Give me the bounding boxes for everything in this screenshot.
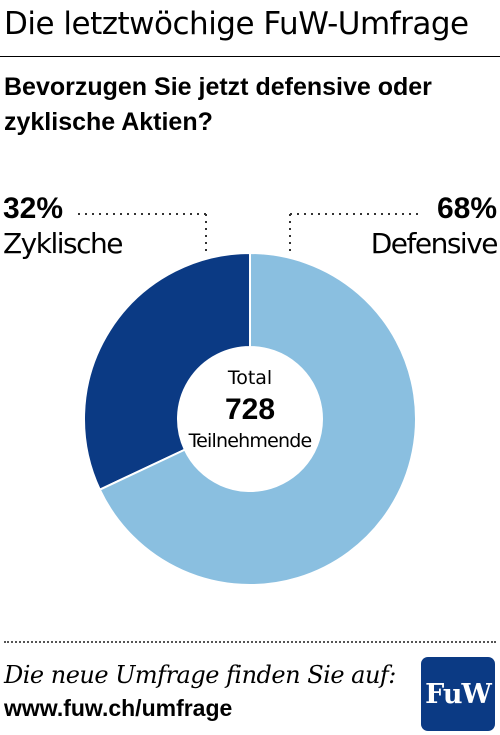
header-divider <box>0 56 500 57</box>
center-total-label: Total <box>227 367 273 389</box>
leader-lines <box>78 213 420 256</box>
donut-slice-defensive <box>98 251 417 586</box>
survey-link[interactable]: www.fuw.ch/umfrage <box>4 695 233 721</box>
footer-prompt: Die neue Umfrage finden Sie auf: <box>4 661 396 689</box>
donut-slice-zyklische <box>83 251 251 492</box>
fuw-logo: FuW <box>421 657 495 731</box>
category-label-defensive: Defensive <box>370 227 499 260</box>
value-label-zyklische: 32% <box>3 192 64 225</box>
chart-title: Bevorzugen Sie jetzt defensive oder zykl… <box>4 73 432 136</box>
value-label-defensive: 68% <box>436 192 497 225</box>
category-label-zyklische: Zyklische <box>3 227 123 260</box>
center-participants-label: Teilnehmende <box>188 430 313 452</box>
fuw-logo-text: FuW <box>425 678 492 710</box>
donut-slices <box>83 251 417 586</box>
center-total-value: 728 <box>224 393 276 426</box>
donut-chart <box>78 213 420 586</box>
footer-divider <box>4 641 496 643</box>
header-title: Die letztwöchige FuW-Umfrage <box>4 6 469 42</box>
